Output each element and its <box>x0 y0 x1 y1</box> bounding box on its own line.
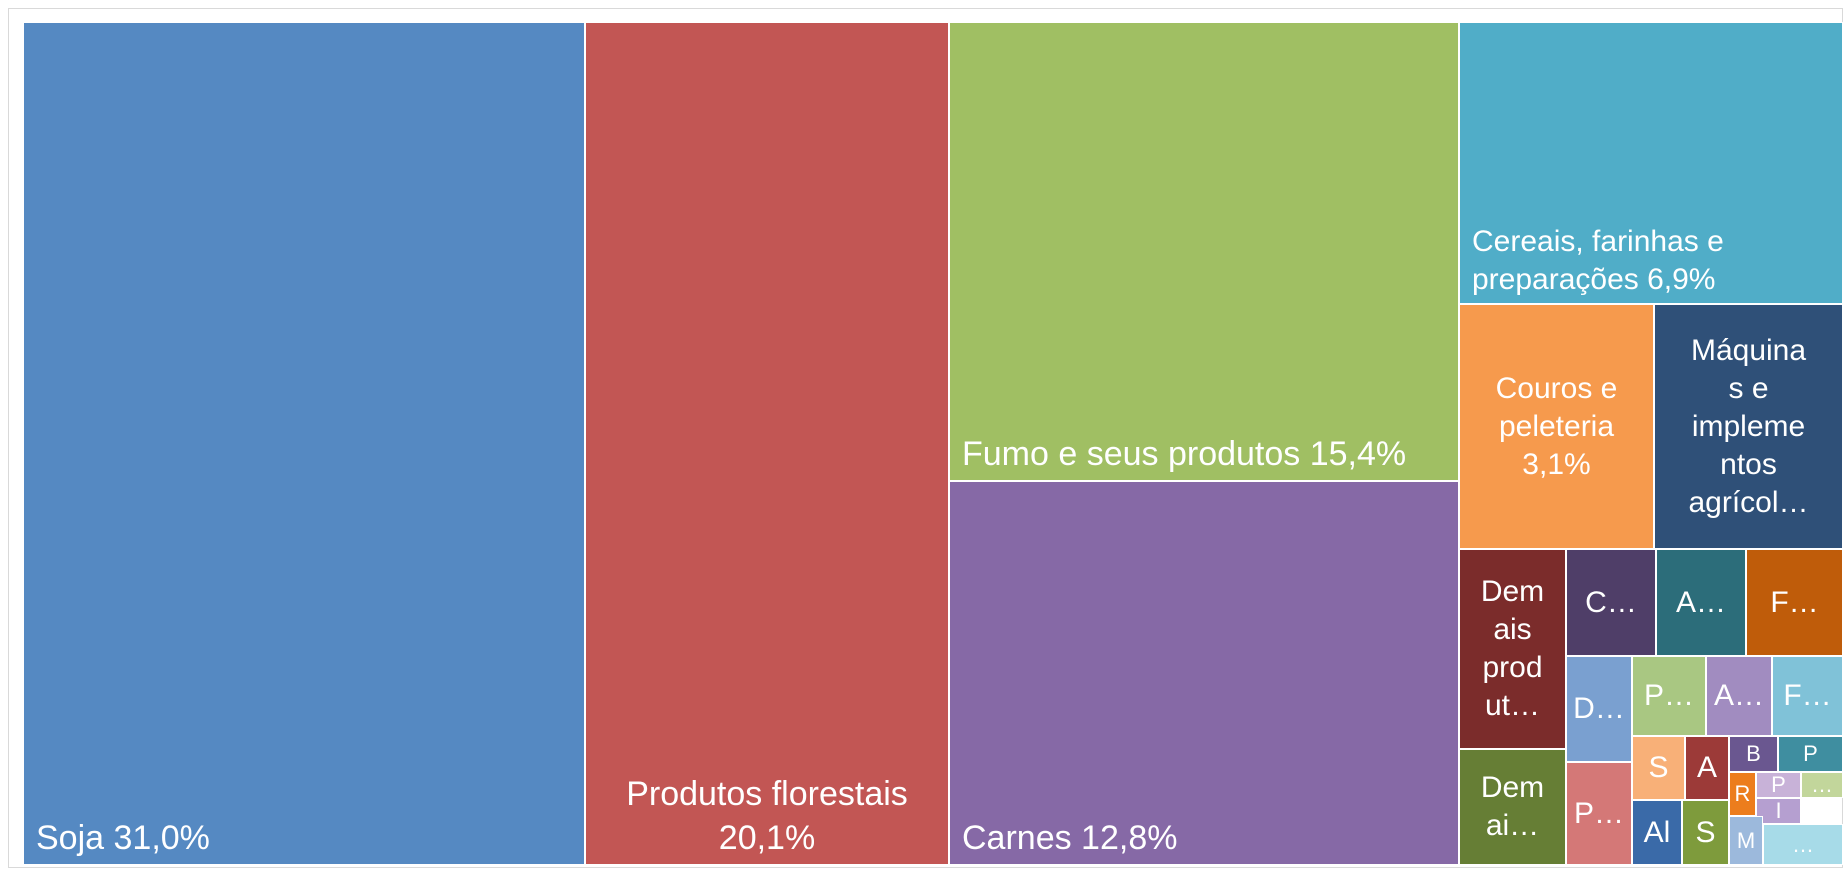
tile-a3-label: A <box>1696 751 1717 784</box>
tile-soja[interactable]: Soja 31,0% <box>23 22 585 865</box>
tile-p3-label: P <box>1803 741 1818 766</box>
tile-s1[interactable]: S <box>1632 736 1685 800</box>
tile-a2-label: A… <box>1713 679 1764 712</box>
tile-p3[interactable]: P <box>1778 736 1843 772</box>
tile-al[interactable]: Al <box>1632 800 1682 865</box>
tile-couros[interactable]: Couros e peleteria 3,1% <box>1459 304 1654 549</box>
tile-c[interactable]: C… <box>1566 549 1656 656</box>
tile-a3[interactable]: A <box>1685 736 1729 800</box>
tile-p4[interactable]: P <box>1756 772 1801 798</box>
tile-m-label: M <box>1736 827 1756 853</box>
tile-c-label: C… <box>1585 585 1637 619</box>
tile-s2-label: S <box>1695 815 1716 849</box>
tile-cereais-label: Cereais, farinhas e preparações 6,9% <box>1472 225 1724 296</box>
tile-soja-label: Soja 31,0% <box>36 819 210 857</box>
tile-d[interactable]: D… <box>1566 656 1632 762</box>
tile-fumo-label: Fumo e seus produtos 15,4% <box>962 435 1407 473</box>
tile-ellipsis2[interactable]: … <box>1763 824 1843 865</box>
tile-produtos-florestais-label: Produtos florestais 20,1% <box>626 775 908 857</box>
treemap: Soja 31,0% Produtos florestais 20,1% Fum… <box>23 22 1843 865</box>
tile-f2[interactable]: F… <box>1772 656 1843 736</box>
tile-ellipsis2-label: … <box>1792 831 1814 857</box>
tile-ellipsis1[interactable]: … <box>1801 772 1843 798</box>
tile-cereais[interactable]: Cereais, farinhas e preparações 6,9% <box>1459 22 1843 304</box>
tile-b-label: B <box>1746 741 1761 766</box>
tile-demais-produtos[interactable]: Dem ais prod ut… <box>1459 549 1566 749</box>
tile-p1-label: P… <box>1643 679 1694 712</box>
tile-couros-label: Couros e peleteria 3,1% <box>1495 371 1618 481</box>
tile-m[interactable]: M <box>1729 816 1763 865</box>
tile-demais-label: Dem ai… <box>1480 771 1545 842</box>
tile-a1[interactable]: A… <box>1656 549 1746 656</box>
tile-s1-label: S <box>1648 751 1669 784</box>
tile-i-label: I <box>1775 798 1782 823</box>
tile-a2[interactable]: A… <box>1706 656 1772 736</box>
tile-b[interactable]: B <box>1729 736 1778 772</box>
tile-p1[interactable]: P… <box>1632 656 1706 736</box>
tile-f2-label: F… <box>1783 679 1832 712</box>
tile-a1-label: A… <box>1675 585 1726 619</box>
tile-maquinas[interactable]: Máquina s e impleme ntos agrícol… <box>1654 304 1843 549</box>
tile-p2-label: P… <box>1573 796 1624 830</box>
tile-d-label: D… <box>1573 692 1625 725</box>
tile-carnes-label: Carnes 12,8% <box>962 819 1178 857</box>
tile-p4-label: P <box>1771 772 1786 797</box>
tile-ellipsis1-label: … <box>1811 772 1833 797</box>
tile-f1[interactable]: F… <box>1746 549 1843 656</box>
tile-al-label: Al <box>1643 815 1671 849</box>
tile-produtos-florestais[interactable]: Produtos florestais 20,1% <box>585 22 949 865</box>
tile-i[interactable]: I <box>1756 798 1801 824</box>
tile-r[interactable]: R <box>1729 772 1756 816</box>
tile-p2[interactable]: P… <box>1566 762 1632 865</box>
tile-carnes[interactable]: Carnes 12,8% <box>949 481 1459 865</box>
tile-demais-produtos-label: Dem ais prod ut… <box>1480 575 1545 722</box>
tile-fumo[interactable]: Fumo e seus produtos 15,4% <box>949 22 1459 481</box>
tile-maquinas-label: Máquina s e impleme ntos agrícol… <box>1688 333 1809 519</box>
tile-f1-label: F… <box>1770 585 1819 619</box>
tile-s2[interactable]: S <box>1682 800 1729 865</box>
tile-r-label: R <box>1734 781 1751 806</box>
tile-demais[interactable]: Dem ai… <box>1459 749 1566 865</box>
